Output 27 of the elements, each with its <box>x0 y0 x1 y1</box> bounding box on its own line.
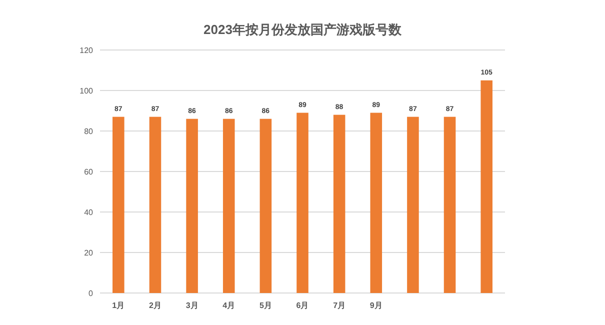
x-tick-label: 6月 <box>296 301 309 310</box>
y-tick-label: 40 <box>84 208 94 217</box>
y-tick-label: 0 <box>88 289 94 298</box>
y-tick-label: 100 <box>80 86 94 96</box>
bar <box>222 118 235 293</box>
x-tick-label: 3月 <box>186 301 198 310</box>
chart-title: 2023年按月份发放国产游戏版号数 <box>204 22 402 37</box>
bar <box>370 112 382 293</box>
y-tick-label: 120 <box>80 46 94 55</box>
x-tick-label: 7月 <box>333 301 346 310</box>
bar <box>296 112 308 293</box>
y-tick-label: 20 <box>84 248 94 258</box>
bar <box>112 116 124 293</box>
x-tick-label: 9月 <box>370 301 382 310</box>
y-tick-label: 80 <box>84 127 94 136</box>
y-tick-label: 60 <box>84 168 94 176</box>
bar <box>260 118 272 293</box>
bar <box>407 116 419 293</box>
bar <box>480 80 492 293</box>
x-tick-label: 5月 <box>259 301 272 310</box>
bar <box>444 116 456 293</box>
bar <box>333 114 346 293</box>
bar <box>186 118 198 293</box>
x-tick-label: 1月 <box>112 301 125 310</box>
bar <box>149 116 162 293</box>
x-tick-label: 2月 <box>149 301 162 310</box>
x-tick-label: 4月 <box>222 301 236 310</box>
